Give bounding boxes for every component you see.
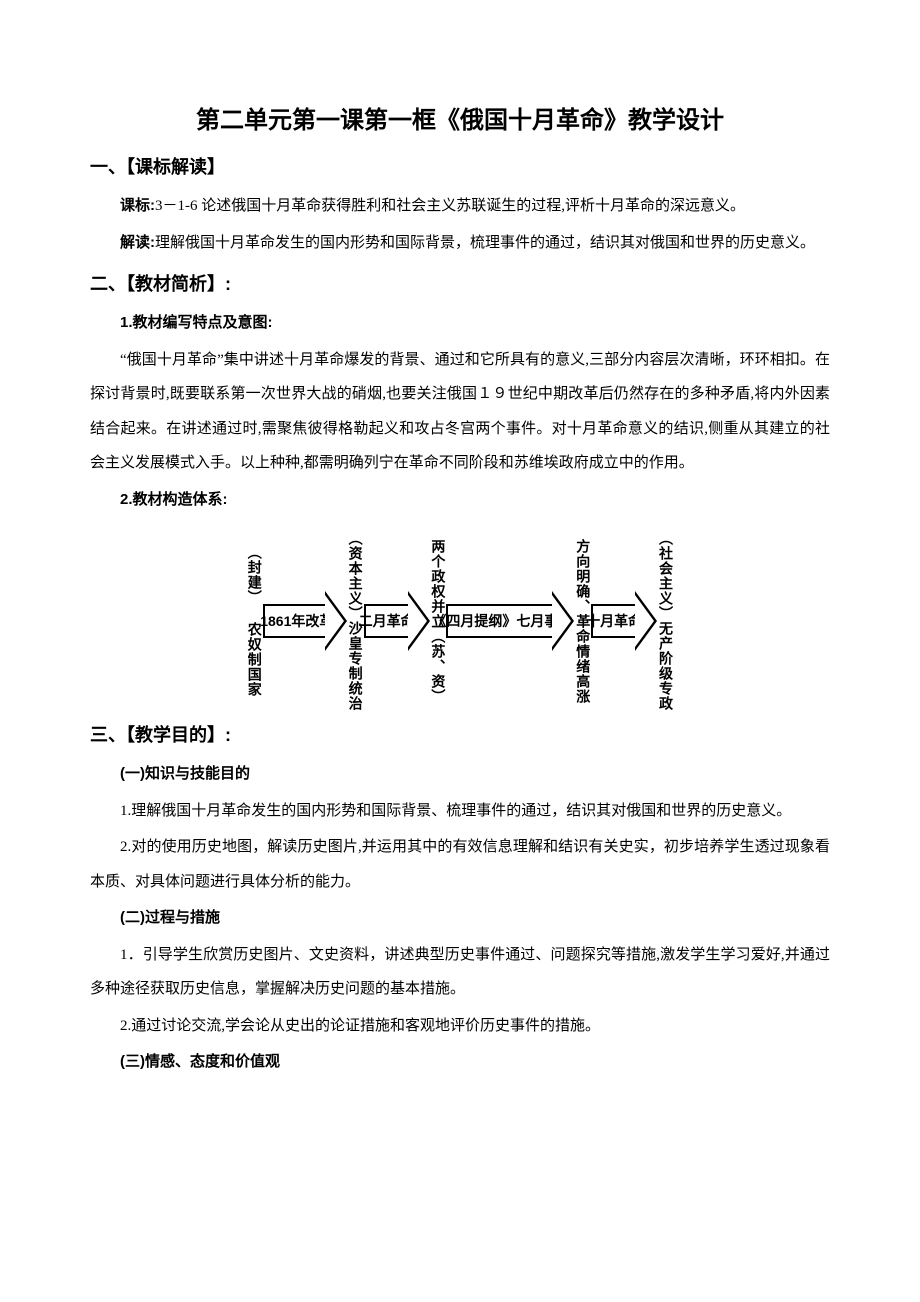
section-2-heading: 二、【教材简析】:: [90, 270, 830, 296]
sec3-sub3: (三)情感、态度和价值观: [90, 1045, 830, 1080]
flow-arrow-1-label: 1861年改革: [263, 604, 325, 638]
sec2-para1: “俄国十月革命”集中讲述十月革命爆发的背景、通过和它所具有的意义,三部分内容层次…: [90, 343, 830, 481]
sec3-sub2: (二)过程与措施: [90, 901, 830, 936]
sec1-line1-text: 3－1-6 论述俄国十月革命获得胜利和社会主义苏联诞生的过程,评析十月革命的深远…: [155, 198, 745, 214]
page-title: 第二单元第一课第一框《俄国十月革命》教学设计: [90, 100, 830, 135]
sec1-line1-label: 课标:: [120, 197, 155, 214]
sec1-line1: 课标:3－1-6 论述俄国十月革命获得胜利和社会主义苏联诞生的过程,评析十月革命…: [90, 189, 830, 224]
sec3-p4: 2.通过讨论交流,学会论从史出的论证措施和客观地评价历史事件的措施。: [90, 1009, 830, 1044]
sec3-p2: 2.对的使用历史地图，解读历史图片,并运用其中的有效信息理解和结识有关史实，初步…: [90, 830, 830, 899]
flow-arrow-4: 十月革命: [591, 591, 657, 651]
flow-arrow-3-label: 《四月提纲》七月事件: [446, 604, 552, 638]
arrow-head-icon: [408, 591, 430, 651]
arrow-head-icon: [325, 591, 347, 651]
flow-arrow-1: 1861年改革: [263, 591, 347, 651]
sec2-sub1: 1.教材编写特点及意图:: [90, 306, 830, 341]
flow-arrow-2: 二月革命: [364, 591, 430, 651]
sec1-line2: 解读:理解俄国十月革命发生的国内形势和国际背景，梳理事件的通过，结识其对俄国和世…: [90, 226, 830, 261]
flow-arrow-3: 《四月提纲》七月事件: [446, 591, 574, 651]
flowchart: （封建） 农奴制国家 1861年改革 （资本主义）沙皇专制统治 二月革命 两个政…: [90, 531, 830, 711]
flow-node-5: （社会主义）无产阶级专政: [657, 531, 674, 711]
document-page: 第二单元第一课第一框《俄国十月革命》教学设计 一、【课标解读】 课标:3－1-6…: [0, 0, 920, 1142]
section-1-heading: 一、【课标解读】: [90, 153, 830, 179]
sec1-line2-text: 理解俄国十月革命发生的国内形势和国际背景，梳理事件的通过，结识其对俄国和世界的历…: [155, 235, 815, 251]
section-3-heading: 三、【教学目的】:: [90, 721, 830, 747]
flow-arrow-4-label: 十月革命: [591, 604, 635, 638]
sec3-p1: 1.理解俄国十月革命发生的国内形势和国际背景、梳理事件的通过，结识其对俄国和世界…: [90, 794, 830, 829]
flow-arrow-2-label: 二月革命: [364, 604, 408, 638]
arrow-head-icon: [635, 591, 657, 651]
sec1-line2-label: 解读:: [120, 234, 155, 251]
sec3-p3: 1．引导学生欣赏历史图片、文史资料，讲述典型历史事件通过、问题探究等措施,激发学…: [90, 938, 830, 1007]
sec2-sub2: 2.教材构造体系:: [90, 483, 830, 518]
sec3-sub1: (一)知识与技能目的: [90, 757, 830, 792]
arrow-head-icon: [552, 591, 574, 651]
